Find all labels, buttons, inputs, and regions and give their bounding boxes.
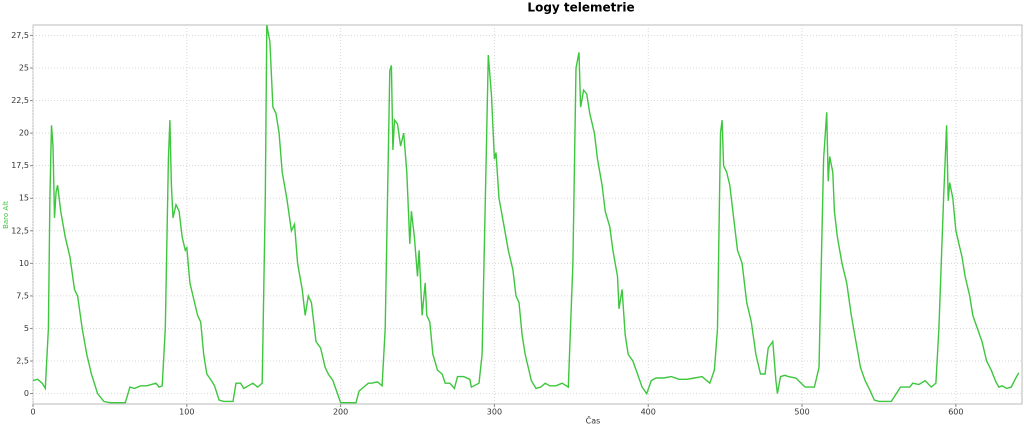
y-axis-label: Baro Alt — [2, 201, 10, 229]
x-tick-label: 600 — [948, 408, 963, 417]
data-line — [32, 24, 1020, 404]
x-tick-label: 500 — [794, 408, 809, 417]
chart-title: Logy telemetrie — [527, 1, 634, 15]
y-tick-label: 2,5 — [16, 357, 29, 366]
y-tick-label: 22,5 — [11, 96, 29, 105]
y-tick-label: 10 — [19, 259, 29, 268]
y-tick-label: 12,5 — [11, 226, 29, 235]
y-tick-label: 15 — [19, 194, 29, 203]
y-tick-label: 0 — [24, 389, 29, 398]
y-tick-label: 17,5 — [11, 161, 29, 170]
y-tick-label: 27,5 — [11, 31, 29, 40]
x-tick-label: 0 — [30, 408, 35, 417]
y-tick-label: 5 — [24, 324, 29, 333]
x-tick-label: 100 — [179, 408, 194, 417]
y-tick-label: 7,5 — [16, 291, 29, 300]
x-tick-label: 400 — [641, 408, 656, 417]
plot-frame — [32, 24, 1023, 405]
x-tick-label: 300 — [487, 408, 502, 417]
x-tick-label: 200 — [333, 408, 348, 417]
y-tick-label: 20 — [19, 129, 29, 138]
x-axis-label: Čas — [586, 415, 601, 426]
y-tick-label: 25 — [19, 63, 29, 72]
